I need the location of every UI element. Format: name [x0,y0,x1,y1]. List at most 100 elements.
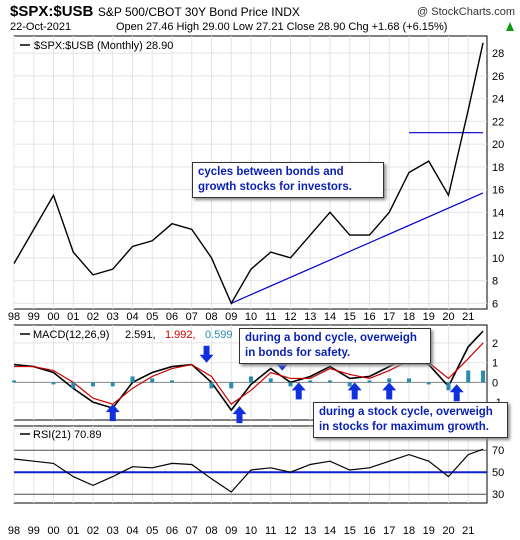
macd-histogram-bar [308,380,313,383]
macd-histogram-bar [248,376,253,383]
x-tick-label: 21 [462,311,474,323]
y-tick-label: 70 [492,445,504,457]
x-tick-label: 06 [166,525,178,537]
x-tick-label: 20 [442,525,454,537]
x-tick-label: 02 [87,525,99,537]
macd-histogram-bar [150,378,155,383]
x-tick-label: 15 [344,311,356,323]
macd-histogram-bar [406,378,411,383]
macd-histogram-bar [71,382,76,389]
x-tick-label: 16 [363,311,375,323]
y-tick-label: 1 [492,358,498,370]
y-tick-label: 14 [492,207,504,219]
y-tick-label: 16 [492,185,504,197]
macd-histogram-bar [288,382,293,387]
blue-down-arrow-icon [199,345,214,363]
y-tick-label: 2 [492,338,498,350]
stockcharts-watermark: @ StockCharts.com [417,6,515,18]
x-tick-label: 05 [146,525,158,537]
blue-up-arrow-icon [449,384,464,402]
macd-histogram-bar [466,370,471,383]
x-tick-label: 04 [126,525,138,537]
x-tick-label: 08 [205,311,217,323]
y-tick-label: 28 [492,48,504,60]
x-tick-label: 12 [284,311,296,323]
rsi-legend: RSI(21) 70.89 [33,429,101,441]
x-tick-label: 17 [383,311,395,323]
macd-histogram-bar [327,380,332,383]
macd-histogram-bar [51,382,56,385]
y-tick-label: 22 [492,116,504,128]
x-tick-label: 00 [47,525,59,537]
ohlc-readout: Open 27.46 High 29.00 Low 27.21 Close 28… [116,21,448,33]
macd-histogram-bar [110,382,115,387]
macd-histogram-bar [130,376,135,383]
macd-histogram-bar [209,382,214,389]
x-tick-label: 99 [28,311,40,323]
macd-histogram-bar [268,378,273,383]
macd-histogram-bar [229,382,234,389]
y-tick-label: 26 [492,71,504,83]
symbol-description: S&P 500/CBOT 30Y Bond Price INDX [97,5,300,19]
x-tick-label: 08 [205,525,217,537]
up-arrow-icon [505,21,515,33]
blue-up-arrow-icon [232,406,247,424]
macd-histogram-bar [367,380,372,383]
x-tick-label: 21 [462,525,474,537]
price-legend: $SPX:$USB (Monthly) 28.90 [34,40,173,52]
x-tick-label: 19 [423,311,435,323]
x-tick-label: 99 [28,525,40,537]
x-tick-label: 10 [245,311,257,323]
blue-up-arrow-icon [382,382,397,400]
rsi-line [13,448,484,493]
blue-up-arrow-icon [105,404,120,422]
macd-legend-value: 2.591, [125,329,156,341]
y-tick-label: 18 [492,162,504,174]
stock-cycle-annotation: during a stock cycle, overweigh in stock… [313,402,508,438]
x-tick-label: 07 [186,525,198,537]
x-tick-label: 15 [344,525,356,537]
x-tick-label: 03 [107,311,119,323]
x-tick-label: 00 [47,311,59,323]
macd-histogram-bar [90,382,95,387]
symbol-title: $SPX:$USB [10,3,94,20]
y-tick-label: 20 [492,139,504,151]
x-tick-label: 11 [265,525,276,537]
macd-histogram-bar [169,380,174,383]
header-line-1: $SPX:$USB S&P 500/CBOT 30Y Bond Price IN… [10,3,515,21]
macd-legend-value: 0.599 [205,329,233,341]
x-tick-label: 13 [304,311,316,323]
price-line [13,42,484,305]
bond-cycle-annotation: during a bond cycle, overweigh in bonds … [239,328,431,364]
x-tick-label: 01 [67,525,79,537]
x-tick-label: 20 [442,311,454,323]
x-tick-label: 07 [186,311,198,323]
y-tick-label: 50 [492,467,504,479]
x-tick-label: 12 [284,525,296,537]
macd-histogram-bar [426,382,431,385]
x-tick-label: 10 [245,525,257,537]
x-tick-label: 06 [166,311,178,323]
x-tick-label: 18 [403,525,415,537]
x-tick-label: 14 [324,525,336,537]
y-tick-label: 6 [492,298,498,310]
y-tick-label: 24 [492,94,504,106]
x-tick-label: 98 [8,311,20,323]
x-tick-label: 17 [383,525,395,537]
x-tick-label: 05 [146,311,158,323]
price-annotation: cycles between bonds and growth stocks f… [192,162,384,198]
x-tick-label: 04 [126,311,138,323]
trendline [231,192,484,304]
blue-up-arrow-icon [291,382,306,400]
blue-up-arrow-icon [347,382,362,400]
x-tick-label: 16 [363,525,375,537]
x-tick-label: 98 [8,525,20,537]
x-tick-label: 18 [403,311,415,323]
y-tick-label: 30 [492,489,504,501]
macd-histogram-bar [347,382,352,387]
x-tick-label: 01 [67,311,79,323]
x-tick-label: 09 [225,525,237,537]
y-tick-label: 12 [492,230,504,242]
y-tick-label: 0 [492,377,498,389]
